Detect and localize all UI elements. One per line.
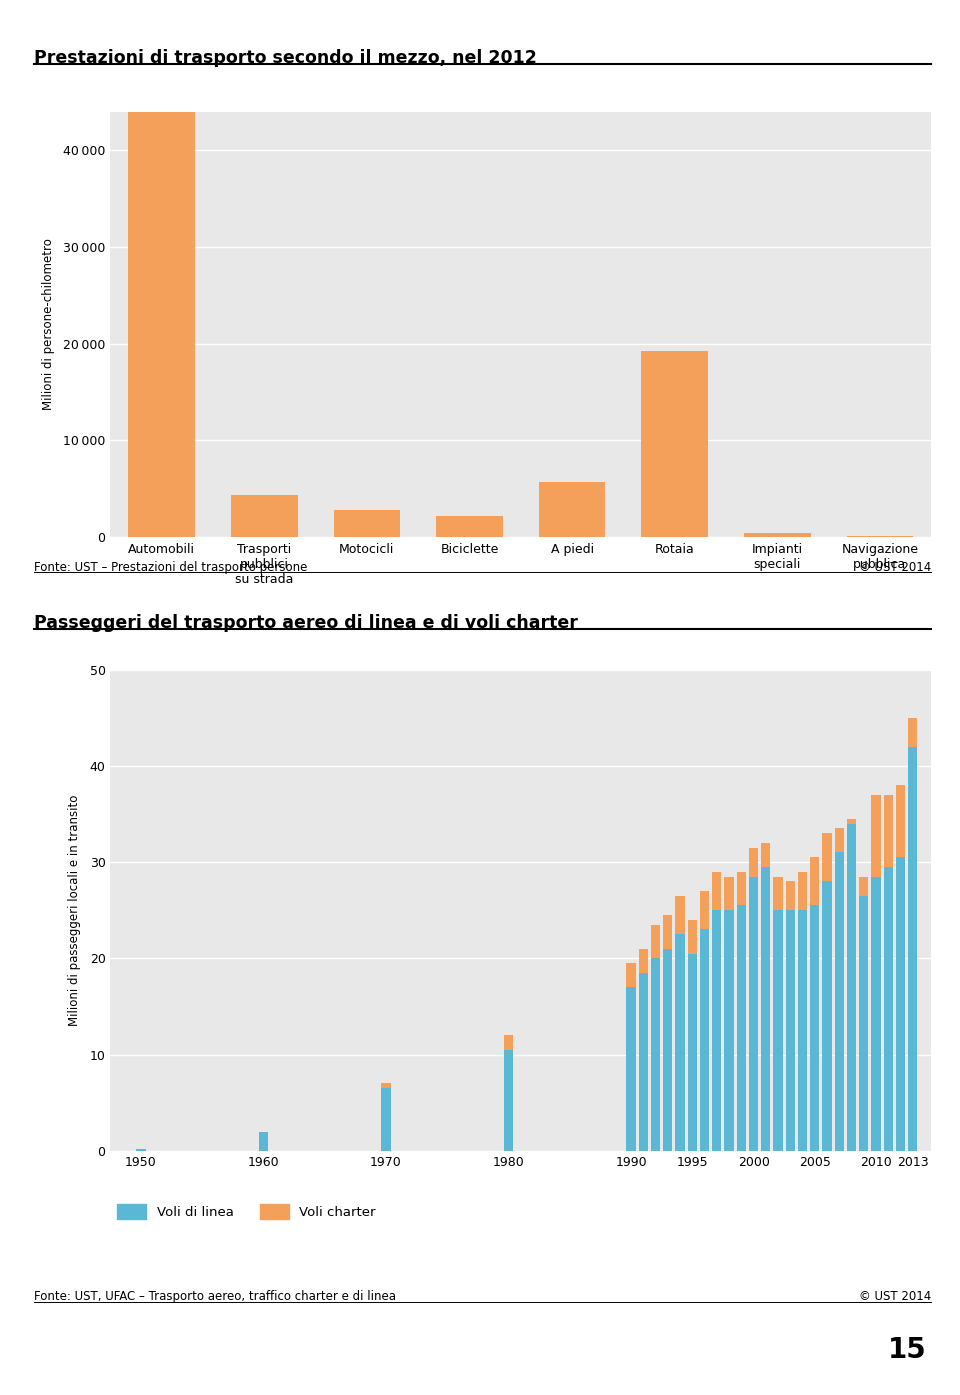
Bar — [823, 882, 831, 1151]
Bar — [908, 746, 918, 1151]
Bar — [638, 949, 648, 972]
Bar — [687, 954, 697, 1151]
Bar — [785, 911, 795, 1151]
Text: 15: 15 — [888, 1336, 926, 1364]
Bar — [712, 911, 721, 1151]
Bar — [333, 511, 400, 537]
Text: Fonte: UST, UFAC – Trasporto aereo, traffico charter e di linea: Fonte: UST, UFAC – Trasporto aereo, traf… — [34, 1290, 396, 1303]
Bar — [504, 1050, 514, 1151]
Bar — [663, 949, 672, 1151]
Bar — [749, 876, 758, 1151]
Bar — [835, 852, 844, 1151]
Bar — [823, 833, 831, 882]
Text: Fonte: UST – Prestazioni del trasporto persone: Fonte: UST – Prestazioni del trasporto p… — [34, 561, 307, 573]
Text: © UST 2014: © UST 2014 — [859, 1290, 931, 1303]
Bar — [847, 823, 856, 1151]
Y-axis label: Milioni di persone-chilometro: Milioni di persone-chilometro — [42, 239, 55, 410]
Bar — [436, 516, 503, 537]
Bar — [231, 495, 298, 537]
Bar — [676, 935, 684, 1151]
Bar — [687, 919, 697, 954]
Text: Passeggeri del trasporto aereo di linea e di voli charter: Passeggeri del trasporto aereo di linea … — [34, 614, 578, 632]
Bar — [641, 352, 708, 537]
Bar — [676, 896, 684, 935]
Bar — [736, 872, 746, 905]
Bar — [908, 718, 918, 746]
Bar — [872, 795, 880, 876]
Legend: Voli di linea, Voli charter: Voli di linea, Voli charter — [117, 1204, 376, 1219]
Bar — [896, 785, 905, 858]
Bar — [859, 876, 869, 896]
Bar — [136, 1149, 146, 1151]
Bar — [835, 829, 844, 852]
Bar — [872, 876, 880, 1151]
Bar — [725, 911, 733, 1151]
Bar — [761, 843, 771, 866]
Bar — [129, 0, 195, 537]
Bar — [725, 876, 733, 911]
Bar — [774, 911, 782, 1151]
Text: Prestazioni di trasporto secondo il mezzo, nel 2012: Prestazioni di trasporto secondo il mezz… — [34, 49, 537, 67]
Bar — [539, 481, 606, 537]
Bar — [663, 915, 672, 949]
Bar — [700, 929, 709, 1151]
Bar — [810, 905, 820, 1151]
Bar — [744, 533, 810, 537]
Bar — [859, 896, 869, 1151]
Bar — [651, 958, 660, 1151]
Bar — [761, 866, 771, 1151]
Bar — [638, 972, 648, 1151]
Bar — [627, 963, 636, 988]
Bar — [798, 911, 807, 1151]
Bar — [896, 858, 905, 1151]
Bar — [381, 1088, 391, 1151]
Bar — [798, 872, 807, 911]
Bar — [259, 1131, 268, 1151]
Bar — [884, 866, 893, 1151]
Bar — [700, 891, 709, 929]
Text: © UST 2014: © UST 2014 — [859, 561, 931, 573]
Bar — [785, 882, 795, 911]
Bar — [847, 819, 856, 823]
Bar — [749, 848, 758, 876]
Bar — [504, 1035, 514, 1050]
Bar — [651, 925, 660, 958]
Bar — [381, 1084, 391, 1088]
Bar — [712, 872, 721, 911]
Bar — [627, 988, 636, 1151]
Bar — [774, 876, 782, 911]
Bar — [884, 795, 893, 866]
Y-axis label: Milioni di passeggeri locali e in transito: Milioni di passeggeri locali e in transi… — [68, 795, 82, 1025]
Bar — [736, 905, 746, 1151]
Bar — [810, 858, 820, 905]
